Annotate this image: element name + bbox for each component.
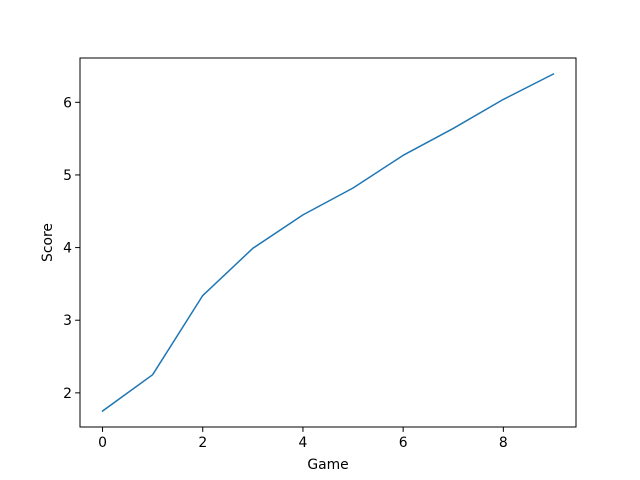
y-axis-ticks: 2 3 4 5 6 <box>63 95 80 402</box>
y-tick-label: 5 <box>63 168 72 184</box>
x-tick-label: 2 <box>198 435 207 451</box>
y-tick-label: 2 <box>63 386 72 402</box>
series-line <box>101 72 555 413</box>
x-tick-label: 6 <box>399 435 408 451</box>
x-tick-label: 4 <box>299 435 308 451</box>
x-axis-ticks: 0 2 4 6 8 <box>98 427 508 451</box>
y-axis-label: Score <box>40 223 56 262</box>
y-tick-label: 6 <box>63 95 72 111</box>
plot-area <box>80 58 576 427</box>
x-tick-label: 8 <box>499 435 508 451</box>
plot-background <box>80 58 576 427</box>
series-layer <box>101 72 555 413</box>
x-axis-label: Game <box>307 457 348 473</box>
x-tick-label: 0 <box>98 435 107 451</box>
y-tick-label: 3 <box>63 313 72 329</box>
y-tick-label: 4 <box>63 241 72 257</box>
plot-frame <box>79 57 577 428</box>
